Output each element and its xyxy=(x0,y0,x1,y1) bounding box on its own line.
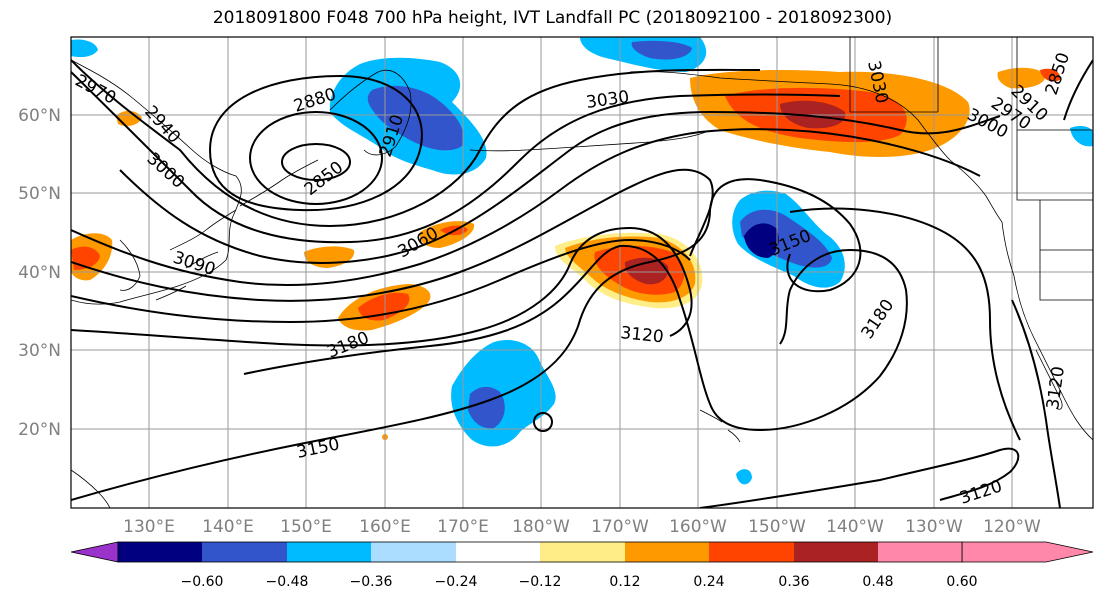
contour-3150-main xyxy=(71,178,862,501)
contour-2970 xyxy=(71,71,841,244)
colorbar-tick-label: 0.60 xyxy=(946,574,977,590)
negative-anomaly-bering-north-core xyxy=(631,40,692,60)
baja-california xyxy=(1035,349,1063,410)
lat-label: 40°N xyxy=(18,263,61,283)
colorbar-tick-label: 0.48 xyxy=(862,574,893,590)
map-frame xyxy=(70,36,1094,509)
lat-label: 30°N xyxy=(18,341,61,361)
colorbar-segment xyxy=(709,542,794,562)
contour-3120-upper xyxy=(71,226,693,347)
contour-3180-east xyxy=(789,207,1021,441)
kamchatka-coast xyxy=(329,69,412,156)
positive-anomaly-central-pacific-max xyxy=(624,257,669,285)
colorbar-extend-high xyxy=(961,541,1094,563)
lat-label: 20°N xyxy=(18,420,61,440)
japan-islands xyxy=(155,209,237,301)
map-title: 2018091800 F048 700 hPa height, IVT Land… xyxy=(212,8,893,28)
contour-2850-east xyxy=(1063,59,1093,121)
contour-3120-south xyxy=(699,447,1020,508)
lon-label: 160°E xyxy=(359,517,411,537)
positive-anomaly-west-pacific-a-core xyxy=(358,292,410,321)
contour-2910 xyxy=(208,74,423,212)
lon-label: 170°W xyxy=(591,517,649,537)
colorbar: −0.60 −0.48 −0.36 −0.24 −0.12 0.12 0.24 … xyxy=(70,541,1094,590)
contour-3060 xyxy=(71,168,714,302)
colorbar-tick-label: 0.24 xyxy=(693,574,724,590)
lon-label: 170°E xyxy=(437,517,489,537)
lon-label: 160°W xyxy=(669,517,727,537)
hawaii-islands xyxy=(699,409,741,443)
contour-2940 xyxy=(71,59,761,228)
contour-small-loop xyxy=(533,412,553,432)
lat-label: 60°N xyxy=(18,106,61,126)
contour-3000 xyxy=(119,110,1001,264)
lon-label: 120°W xyxy=(983,517,1041,537)
contour-3090 xyxy=(71,238,691,324)
positive-anomaly-canada xyxy=(997,67,1046,89)
colorbar-segment xyxy=(456,542,540,562)
coastlines xyxy=(71,37,1093,508)
negative-anomaly-arctic xyxy=(71,39,98,58)
lon-label: 130°E xyxy=(123,517,175,537)
longitude-labels: 130°E 140°E 150°E 160°E 170°E 180°W 170°… xyxy=(123,517,1041,537)
lat-label: 50°N xyxy=(18,184,61,204)
lon-label: 140°E xyxy=(202,517,254,537)
colorbar-tick-label: −0.60 xyxy=(181,574,224,590)
colorbar-ticks: −0.60 −0.48 −0.36 −0.24 −0.12 0.12 0.24 … xyxy=(181,574,978,590)
contour-3120-east xyxy=(1011,299,1061,508)
colorbar-tick-label: 0.36 xyxy=(778,574,809,590)
positive-anomaly-canada-core xyxy=(1040,68,1061,82)
colorbar-segment xyxy=(371,542,456,562)
colorbar-segment xyxy=(287,542,371,562)
colorbar-segment xyxy=(540,542,625,562)
colorbar-tick-label: −0.12 xyxy=(519,574,562,590)
contour-3180 xyxy=(243,244,908,432)
colorbar-tick-label: 0.12 xyxy=(609,574,640,590)
lon-label: 150°E xyxy=(280,517,332,537)
lon-label: 130°W xyxy=(905,517,963,537)
lon-label: 140°W xyxy=(826,517,884,537)
alaska-coast xyxy=(629,71,1003,223)
contour-2880 xyxy=(249,111,383,205)
contour-label: 3120 xyxy=(619,323,664,347)
asia-coast xyxy=(71,59,242,305)
canada-borders xyxy=(849,37,1093,301)
colorbar-outline xyxy=(117,541,963,563)
height-contours xyxy=(71,59,1093,508)
contour-3030 xyxy=(71,128,981,287)
latitude-labels: 60°N 50°N 40°N 30°N 20°N xyxy=(18,106,61,440)
colorbar-tick-label: −0.48 xyxy=(266,574,309,590)
negative-anomaly-kamchatka-core xyxy=(367,85,464,151)
colorbar-segment xyxy=(202,542,287,562)
colorbar-tick-label: −0.24 xyxy=(435,574,478,590)
lon-label: 180°W xyxy=(512,517,570,537)
colorbar-segment xyxy=(625,542,709,562)
korea-coast xyxy=(119,239,141,291)
colorbar-segment xyxy=(794,542,878,562)
contour-2850 xyxy=(281,143,351,181)
north-america-west-coast xyxy=(1001,221,1093,441)
lon-label: 150°W xyxy=(748,517,806,537)
colorbar-segment xyxy=(118,542,202,562)
negative-anomaly-hawaii-south xyxy=(736,469,752,485)
kuril-chain xyxy=(239,159,319,207)
colorbar-tick-label: −0.36 xyxy=(350,574,393,590)
colorbar-extend-low xyxy=(70,541,119,563)
colorbar-segment xyxy=(878,542,962,562)
negative-anomaly-northeast-pacific-core xyxy=(744,223,779,258)
negative-anomaly-nw-canada xyxy=(1070,126,1093,147)
aleutian-chain xyxy=(469,131,707,152)
